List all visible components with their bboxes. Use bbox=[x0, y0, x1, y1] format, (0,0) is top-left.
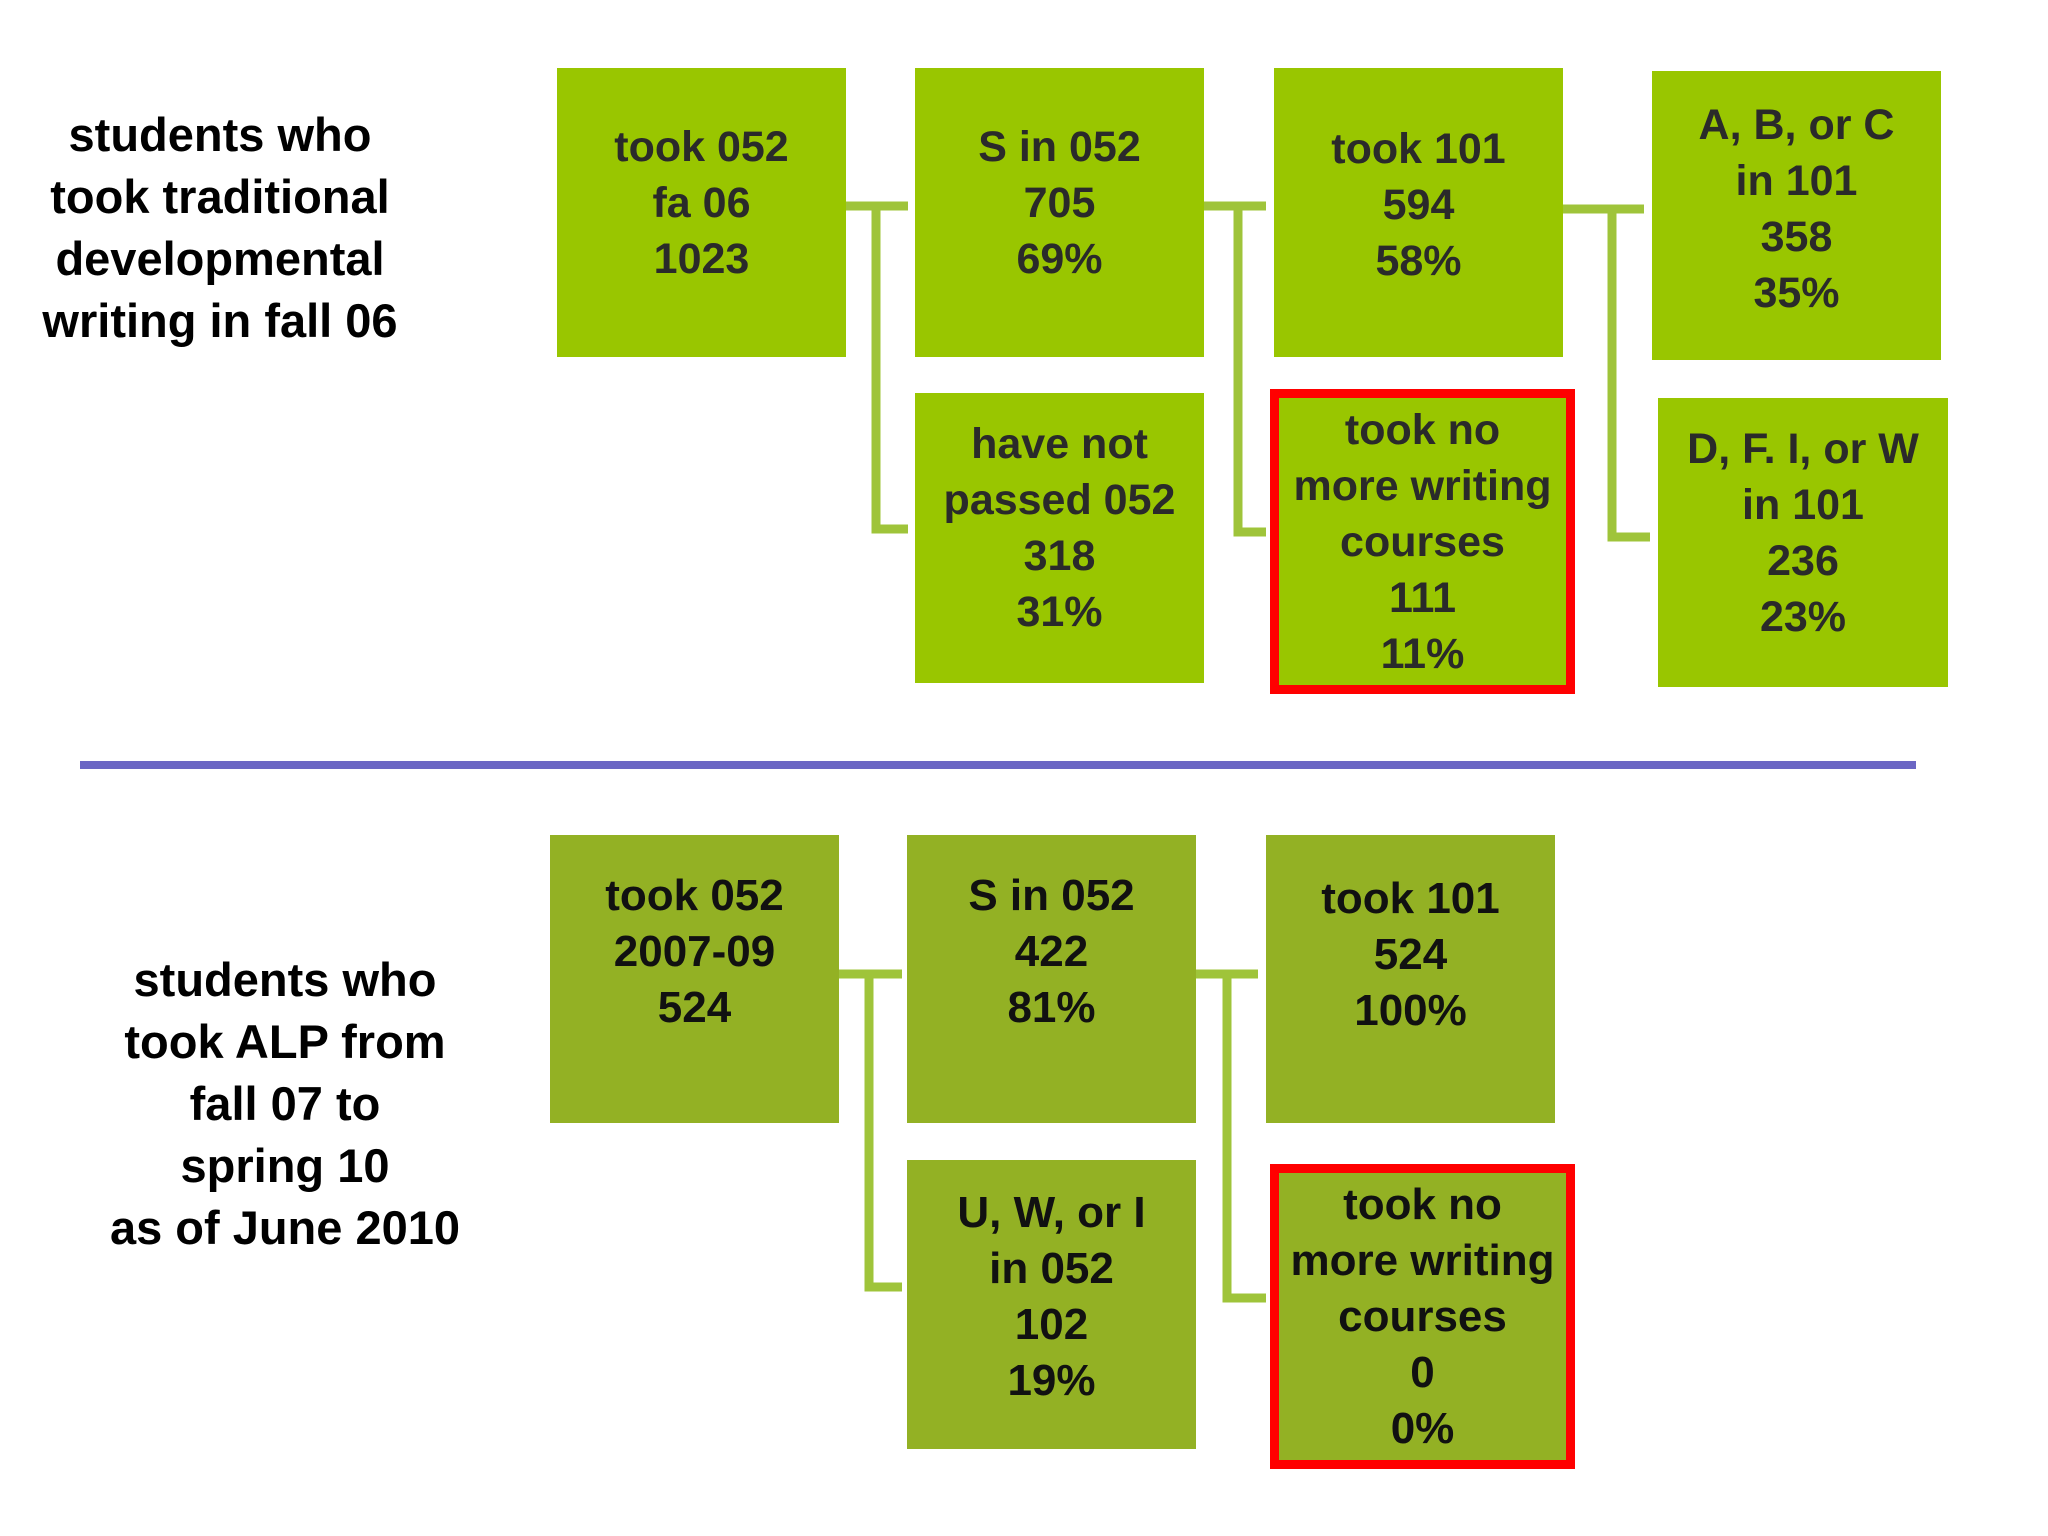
box-top-took-052: took 052 fa 06 1023 bbox=[557, 68, 846, 357]
section-divider bbox=[80, 761, 1916, 769]
box-top-took-101: took 101 594 58% bbox=[1274, 68, 1563, 357]
box-bottom-took-101: took 101 524 100% bbox=[1266, 835, 1555, 1123]
box-top-have-not-passed: have not passed 052 318 31% bbox=[915, 393, 1204, 683]
connector-bottom-052-to-uwi bbox=[864, 974, 902, 1292]
connector-top-052-to-notpassed bbox=[871, 206, 908, 534]
box-bottom-no-more-writing: took no more writing courses 0 0% bbox=[1270, 1164, 1575, 1469]
box-top-no-more-writing: took no more writing courses 111 11% bbox=[1270, 389, 1575, 694]
top-row-label: students who took traditional developmen… bbox=[42, 108, 398, 347]
bottom-row-label: students who took ALP from fall 07 to sp… bbox=[109, 953, 461, 1254]
connector-top-s-to-nomore bbox=[1233, 206, 1266, 537]
box-top-s-in-052: S in 052 705 69% bbox=[915, 68, 1204, 357]
box-bottom-uwi-in-052: U, W, or I in 052 102 19% bbox=[907, 1160, 1196, 1449]
connector-top-101-to-dfiw bbox=[1607, 209, 1650, 542]
box-top-abc-in-101: A, B, or C in 101 358 35% bbox=[1652, 71, 1941, 360]
box-top-dfiw-in-101: D, F. I, or W in 101 236 23% bbox=[1658, 398, 1948, 687]
box-bottom-took-052: took 052 2007-09 524 bbox=[550, 835, 839, 1123]
connector-bottom-s-to-nomore bbox=[1222, 974, 1266, 1303]
box-bottom-s-in-052: S in 052 422 81% bbox=[907, 835, 1196, 1123]
